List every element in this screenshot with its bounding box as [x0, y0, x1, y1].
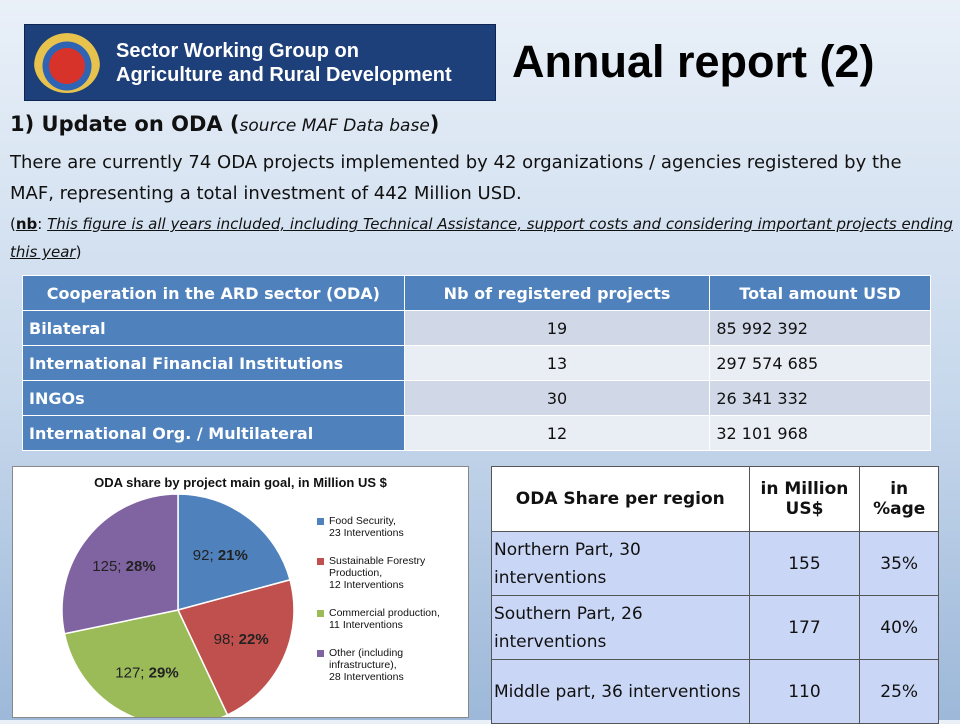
slide-title: Annual report (2)	[512, 36, 875, 87]
note-text: This figure is all years included, inclu…	[10, 215, 953, 261]
note-open: (	[10, 215, 16, 233]
pie-data-label: 127; 29%	[115, 664, 178, 681]
row-region: Southern Part, 26 interventions	[491, 595, 750, 660]
section-close: )	[429, 112, 440, 136]
pie-slice	[177, 493, 291, 611]
pie-slice	[61, 493, 179, 635]
pie-slice	[176, 578, 295, 716]
row-projects: 13	[403, 345, 711, 381]
row-percent: 35%	[859, 531, 939, 596]
legend-label: Food Security, 23 Interventions	[329, 515, 404, 539]
region-share-table: ODA Share per region in Million US$ in %…	[491, 466, 939, 724]
row-category: INGOs	[22, 380, 405, 416]
row-amount: 85 992 392	[709, 310, 931, 346]
banner-line-1: Sector Working Group on	[116, 39, 359, 62]
section-heading: 1) Update on ODA (source MAF Data base)	[10, 112, 439, 136]
legend-swatch	[317, 610, 324, 617]
row-projects: 30	[403, 380, 711, 416]
table-header-row: Cooperation in the ARD sector (ODA) Nb o…	[22, 275, 931, 311]
row-region: Northern Part, 30 interventions	[491, 531, 750, 596]
table-row: Middle part, 36 interventions 110 25%	[491, 659, 939, 724]
row-amount: 297 574 685	[709, 345, 931, 381]
pie-slice	[63, 609, 229, 717]
summary-paragraph: There are currently 74 ODA projects impl…	[10, 152, 902, 204]
col-header-region: ODA Share per region	[491, 466, 750, 532]
note-nb: nb	[15, 215, 38, 233]
lao-emblem-icon	[34, 32, 100, 93]
row-amount: 32 101 968	[709, 415, 931, 451]
legend-swatch	[317, 518, 324, 525]
chart-legend: Food Security, 23 Interventions Sustainabl…	[317, 515, 467, 699]
note-colon: :	[37, 215, 48, 233]
legend-label: Commercial production, 11 Interventions	[329, 607, 440, 631]
chart-title: ODA share by project main goal, in Milli…	[94, 475, 387, 490]
row-region: Middle part, 36 interventions	[491, 659, 750, 724]
row-projects: 19	[403, 310, 711, 346]
section-heading-text: 1) Update on ODA (	[10, 112, 240, 136]
legend-item: Food Security, 23 Interventions	[317, 515, 467, 539]
note-paragraph: (nb: This figure is all years included, …	[10, 210, 955, 266]
col-header-percent: in %age	[859, 466, 939, 532]
pie-data-label: 125; 28%	[92, 558, 155, 575]
row-percent: 40%	[859, 595, 939, 660]
pie-svg: 92; 21% 98; 22% 127; 29% 125; 28%	[61, 493, 295, 717]
section-source: source MAF Data base	[239, 116, 430, 136]
row-category: Bilateral	[22, 310, 405, 346]
legend-item: Sustainable Forestry Production, 12 Interv…	[317, 555, 467, 591]
row-amount: 177	[748, 595, 861, 660]
row-percent: 25%	[859, 659, 939, 724]
row-category: International Org. / Multilateral	[22, 415, 405, 451]
col-header-million: in Million US$	[748, 466, 861, 532]
banner-text: Sector Working Group on Agriculture and …	[116, 39, 452, 87]
oda-cooperation-table: Cooperation in the ARD sector (ODA) Nb o…	[22, 275, 931, 451]
legend-swatch	[317, 650, 324, 657]
pie-data-label: 98; 22%	[214, 631, 269, 648]
col-header-cooperation: Cooperation in the ARD sector (ODA)	[22, 275, 405, 311]
legend-label: Sustainable Forestry Production, 12 Interv…	[329, 555, 426, 591]
col-header-amount: Total amount USD	[709, 275, 931, 311]
row-category: International Financial Institutions	[22, 345, 405, 381]
row-projects: 12	[403, 415, 711, 451]
row-amount: 155	[748, 531, 861, 596]
legend-label: Other (including infrastructure), 28 Inter…	[329, 647, 404, 683]
row-amount: 26 341 332	[709, 380, 931, 416]
legend-swatch	[317, 558, 324, 565]
banner-line-2: Agriculture and Rural Development	[116, 63, 452, 86]
table-header-row: ODA Share per region in Million US$ in %…	[491, 466, 939, 532]
oda-goal-pie-chart: ODA share by project main goal, in Milli…	[12, 466, 469, 718]
table-row: Bilateral 19 85 992 392	[22, 310, 931, 346]
row-amount: 110	[748, 659, 861, 724]
col-header-projects: Nb of registered projects	[403, 275, 711, 311]
table-row: International Org. / Multilateral 12 32 …	[22, 415, 931, 451]
table-row: Northern Part, 30 interventions 155 35%	[491, 531, 939, 596]
swg-banner: Sector Working Group on Agriculture and …	[24, 24, 496, 101]
legend-item: Other (including infrastructure), 28 Inter…	[317, 647, 467, 683]
pie-data-label: 92; 21%	[193, 547, 248, 564]
note-close: )	[75, 243, 82, 261]
table-row: Southern Part, 26 interventions 177 40%	[491, 595, 939, 660]
table-row: INGOs 30 26 341 332	[22, 380, 931, 416]
table-row: International Financial Institutions 13 …	[22, 345, 931, 381]
legend-item: Commercial production, 11 Interventions	[317, 607, 467, 631]
